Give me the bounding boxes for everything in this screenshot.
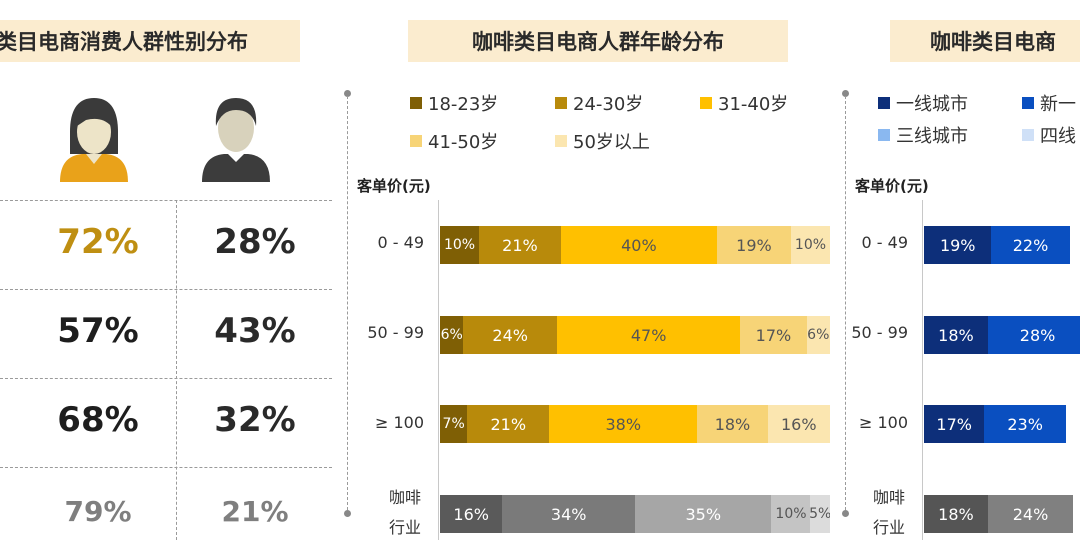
legend-item: 50岁以上 [555,128,650,154]
y-axis-title: 客单价(元) [357,177,431,195]
category-label: 咖啡 行业 [872,488,905,537]
female-icon [60,98,128,182]
panel-divider [845,96,846,510]
bar-segment: 40% [560,226,717,264]
female-pct: 68% [57,400,139,440]
bar-row: 6% 24% 47% 17% 6% [440,316,830,354]
gender-chart-title: 类目电商消费人群性别分布 [0,20,300,62]
gender-row-divider [0,467,332,468]
bar-segment: 6% [806,316,830,354]
female-pct: 72% [57,222,139,262]
bar-segment: 17% [924,405,985,443]
bar-segment: 16% [440,495,503,533]
legend-item: 18-23岁 [410,90,498,116]
age-chart-title: 咖啡类目电商人群年龄分布 [408,20,788,62]
category-label: 50 - 99 [367,323,424,342]
panel-divider [347,96,348,510]
male-pct: 43% [214,311,296,351]
bar-segment: 35% [634,495,772,533]
bar-segment: 18% [697,405,768,443]
bar-segment: 18% [924,495,988,533]
y-axis-title: 客单价(元) [855,177,929,195]
gender-row-divider [0,378,332,379]
legend-item: 41-50岁 [410,128,498,154]
bar-row: 19% 22% [924,226,1080,264]
bar-segment: 19% [716,226,791,264]
bar-segment: 34% [502,495,635,533]
y-axis-line [922,200,923,540]
bar-row: 10% 21% 40% 19% 10% [440,226,830,264]
gender-row-divider [0,289,332,290]
bar-segment: 5% [810,495,830,533]
category-label: 0 - 49 [861,233,908,252]
category-label: 0 - 49 [377,233,424,252]
panel-divider-dot [344,90,351,97]
male-pct: 28% [214,222,296,262]
bar-segment: 21% [479,226,561,264]
bar-segment: 38% [549,405,698,443]
bar-segment: 7% [440,405,468,443]
category-label: 咖啡 行业 [388,488,421,537]
bar-segment: 17% [740,316,807,354]
bar-row: 7% 21% 38% 18% 16% [440,405,830,443]
legend-item: 三线城市 [878,122,968,148]
legend-item: 31-40岁 [700,90,788,116]
bar-segment: 47% [556,316,741,354]
bar-segment: 22% [991,226,1070,264]
legend-swatch [410,135,422,147]
bar-segment: 23% [984,405,1066,443]
bar-row: 17% 23% [924,405,1080,443]
bar-row: 16%34%35%10%5% [440,495,830,533]
legend-swatch [878,97,890,109]
bar-segment: 10% [771,495,811,533]
legend-item: 四线 [1022,122,1076,148]
male-pct: 21% [221,495,289,528]
gender-table-divider [176,200,177,540]
legend-swatch [410,97,422,109]
bar-segment: 18% [924,316,988,354]
legend-swatch [555,97,567,109]
y-axis-line [438,200,439,540]
bar-segment: 10% [440,226,479,264]
panel-divider-dot [842,510,849,517]
legend-swatch [700,97,712,109]
male-icon [202,98,270,182]
legend-item: 一线城市 [878,90,968,116]
bar-segment: 19% [924,226,992,264]
legend-item: 新一 [1022,90,1076,116]
panel-divider-dot [344,510,351,517]
panel-divider-dot [842,90,849,97]
category-label: 50 - 99 [851,323,908,342]
bar-segment: 6% [440,316,464,354]
bar-segment: 28% [987,316,1080,354]
city-chart-title: 咖啡类目电商 [890,20,1080,62]
legend-item: 24-30岁 [555,90,643,116]
bar-segment: 16% [767,405,830,443]
category-label: ≥ 100 [858,413,908,432]
bar-segment: 21% [467,405,550,443]
bar-segment: 24% [463,316,557,354]
legend-swatch [1022,129,1034,141]
legend-swatch [555,135,567,147]
legend-swatch [878,129,890,141]
bar-row: 18% 24% [924,495,1080,533]
category-label: ≥ 100 [374,413,424,432]
bar-segment: 10% [790,226,830,264]
female-pct: 57% [57,311,139,351]
female-pct: 79% [64,495,132,528]
bar-segment: 24% [987,495,1074,533]
bar-row: 18% 28% [924,316,1080,354]
gender-row-divider [0,200,332,201]
legend-swatch [1022,97,1034,109]
male-pct: 32% [214,400,296,440]
